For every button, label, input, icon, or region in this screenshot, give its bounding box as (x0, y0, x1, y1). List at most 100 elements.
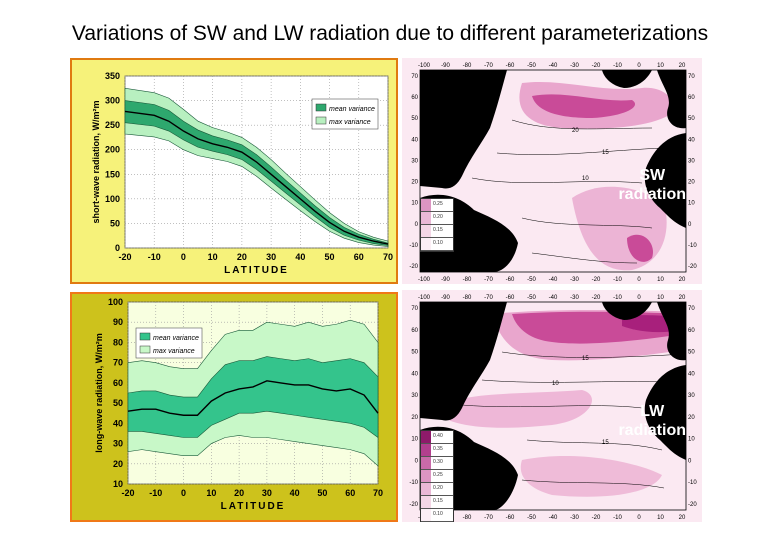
lon-label-bottom: -40 (549, 277, 558, 283)
legend-row: 0.15 (421, 496, 453, 509)
legend-row: 0.25 (421, 470, 453, 483)
mean-line (127, 380, 379, 416)
lon-label-bottom: -30 (570, 515, 579, 521)
lat-label-right: -10 (688, 243, 697, 249)
legend-row: 0.35 (421, 444, 453, 457)
lon-label-bottom: -10 (613, 277, 622, 283)
legend-swatch-mean (139, 332, 151, 341)
lat-label-right: 60 (688, 95, 695, 101)
mean-line (124, 110, 389, 245)
lw-variance-map: 151015-100-100-90-90-80-80-70-70-60-60-5… (402, 290, 702, 522)
lat-label-left: 20 (411, 180, 418, 186)
lat-label-left: 50 (411, 116, 418, 122)
lat-label-left: 30 (411, 393, 418, 399)
x-axis-label: LATITUDE (221, 501, 286, 512)
lon-label-top: -20 (592, 295, 601, 301)
x-tick-label: 60 (354, 252, 364, 262)
contour-line (461, 404, 643, 409)
y-tick-label: 300 (105, 96, 120, 106)
y-axis-label: short-wave radiation, W/m²m (91, 100, 101, 223)
y-axis-label: long-wave radiation, W/m²m (94, 333, 104, 453)
lon-label-bottom: -60 (506, 515, 515, 521)
greenland (602, 302, 652, 320)
lat-label-right: 30 (688, 393, 695, 399)
lon-label-top: -60 (506, 295, 515, 301)
lw-chart: -20 -10 0 10 20 30 40 50 60 70 10 20 30 40 50 60 70 80 90 1… (94, 297, 383, 512)
lat-label-left: -10 (409, 480, 418, 486)
lat-label-right: 10 (688, 437, 695, 443)
x-tick-label: 0 (181, 252, 186, 262)
y-tick-label: 70 (113, 358, 123, 368)
lat-label-left: 60 (411, 328, 418, 334)
lon-label-bottom: 0 (637, 277, 641, 283)
lon-label-top: -50 (527, 295, 536, 301)
lat-label-left: 50 (411, 350, 418, 356)
lat-label-right: -20 (688, 502, 697, 508)
lw-map-label: LW radiation (618, 402, 686, 440)
x-tick-label: 20 (234, 488, 244, 498)
legend-swatch-max (139, 345, 151, 354)
lon-label-top: 10 (657, 63, 664, 69)
europe (657, 70, 686, 129)
lon-label-bottom: -50 (527, 277, 536, 283)
africa (644, 365, 686, 460)
contour-line (511, 119, 653, 130)
sw-label-line1: SW (639, 167, 666, 184)
lat-label-left: 60 (411, 95, 418, 101)
africa (644, 133, 686, 228)
lat-label-left: 0 (415, 222, 419, 228)
lat-label-left: -20 (409, 502, 418, 508)
contour-line (526, 439, 663, 451)
legend-row: 0.30 (421, 457, 453, 470)
sw-map-label: SW radiation (618, 166, 686, 204)
sw-label-line2: radiation (618, 186, 686, 203)
lon-label-top: -70 (484, 63, 493, 69)
lat-label-right: -20 (688, 264, 697, 270)
lon-label-top: 20 (679, 63, 686, 69)
lon-label-top: -70 (484, 295, 493, 301)
mean-variance-band (127, 356, 379, 439)
lon-label-bottom: 20 (679, 277, 686, 283)
caribbean (441, 144, 454, 155)
lat-label-right: 10 (688, 201, 695, 207)
lat-label-left: 40 (411, 137, 418, 143)
lon-label-top: -80 (463, 63, 472, 69)
lw-label-line1: LW (640, 403, 665, 420)
x-tick-label: 70 (383, 252, 393, 262)
variance-region-dark (532, 94, 636, 118)
lat-label-right: 60 (688, 328, 695, 334)
lon-label-top: -30 (570, 63, 579, 69)
x-tick-label: 50 (317, 488, 327, 498)
x-tick-label: 70 (373, 488, 383, 498)
lon-label-top: 20 (679, 295, 686, 301)
lon-label-top: -40 (549, 63, 558, 69)
y-tick-label: 0 (115, 243, 120, 253)
legend-value: 0.10 (433, 511, 443, 517)
north-america (420, 302, 507, 421)
lon-label-top: -30 (570, 295, 579, 301)
contour-label: 15 (602, 440, 609, 446)
y-tick-label: 80 (113, 337, 123, 347)
slide-title: Variations of SW and LW radiation due to… (71, 22, 709, 45)
legend-swatch-max (315, 116, 327, 125)
lat-label-left: 10 (411, 201, 418, 207)
variance-region-south (520, 455, 662, 497)
lat-label-left: 40 (411, 371, 418, 377)
lon-label-top: -20 (592, 63, 601, 69)
lat-label-right: 0 (688, 458, 692, 464)
legend: mean variance max variance (135, 327, 203, 359)
sw-chart-panel: -20 -10 0 10 20 30 40 50 60 70 0 50 100 150 200 250 300 3… (70, 58, 398, 284)
y-tick-label: 20 (113, 459, 123, 469)
lon-label-bottom: -100 (418, 277, 431, 283)
x-axis-label: LATITUDE (224, 265, 289, 276)
y-tick-label: 150 (105, 169, 120, 179)
lw-label-line2: radiation (618, 422, 686, 439)
lon-label-bottom: -40 (549, 515, 558, 521)
lat-label-right: 20 (688, 180, 695, 186)
north-america (420, 70, 507, 189)
lat-label-left: 10 (411, 437, 418, 443)
x-tick-label: 50 (325, 252, 335, 262)
lat-label-right: 40 (688, 371, 695, 377)
lon-label-top: -40 (549, 295, 558, 301)
greenland (602, 70, 652, 88)
